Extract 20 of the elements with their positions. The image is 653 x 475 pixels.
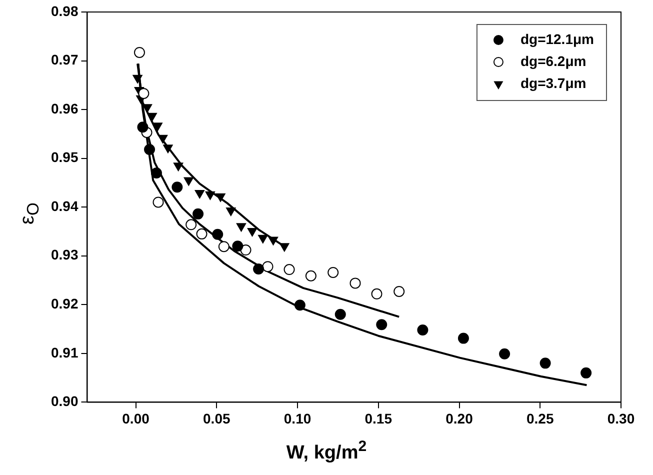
y-tick-label: 0.92 [51, 296, 78, 312]
x-tick-label: 0.20 [446, 410, 474, 426]
x-axis-title: W, kg/m$^{2}$ [285, 438, 368, 464]
x-tick-label: 0.00 [122, 410, 150, 426]
x-tick-label: 0.25 [526, 410, 554, 426]
x-tick-label: 0.15 [364, 410, 392, 426]
y-tick-label: 0.98 [51, 2, 78, 19]
legend-label: dg=3.7μm [520, 74, 586, 91]
y-tick-label: 0.97 [51, 52, 78, 68]
y-tick-label: 0.91 [51, 344, 78, 360]
y-tick-label: 0.93 [51, 246, 78, 263]
legend-label: dg=6.2μm [520, 52, 586, 69]
x-tick-label: 0.05 [203, 410, 230, 426]
y-tick-label: 0.94 [51, 198, 78, 214]
y-tick-label: 0.96 [51, 100, 78, 116]
x-tick-label: 0.30 [607, 410, 635, 426]
y-tick-label: 0.90 [51, 393, 78, 410]
y-tick-label: 0.95 [51, 149, 78, 166]
legend-label: dg=12.1μm [520, 30, 594, 47]
x-tick-label: 0.10 [284, 410, 312, 426]
